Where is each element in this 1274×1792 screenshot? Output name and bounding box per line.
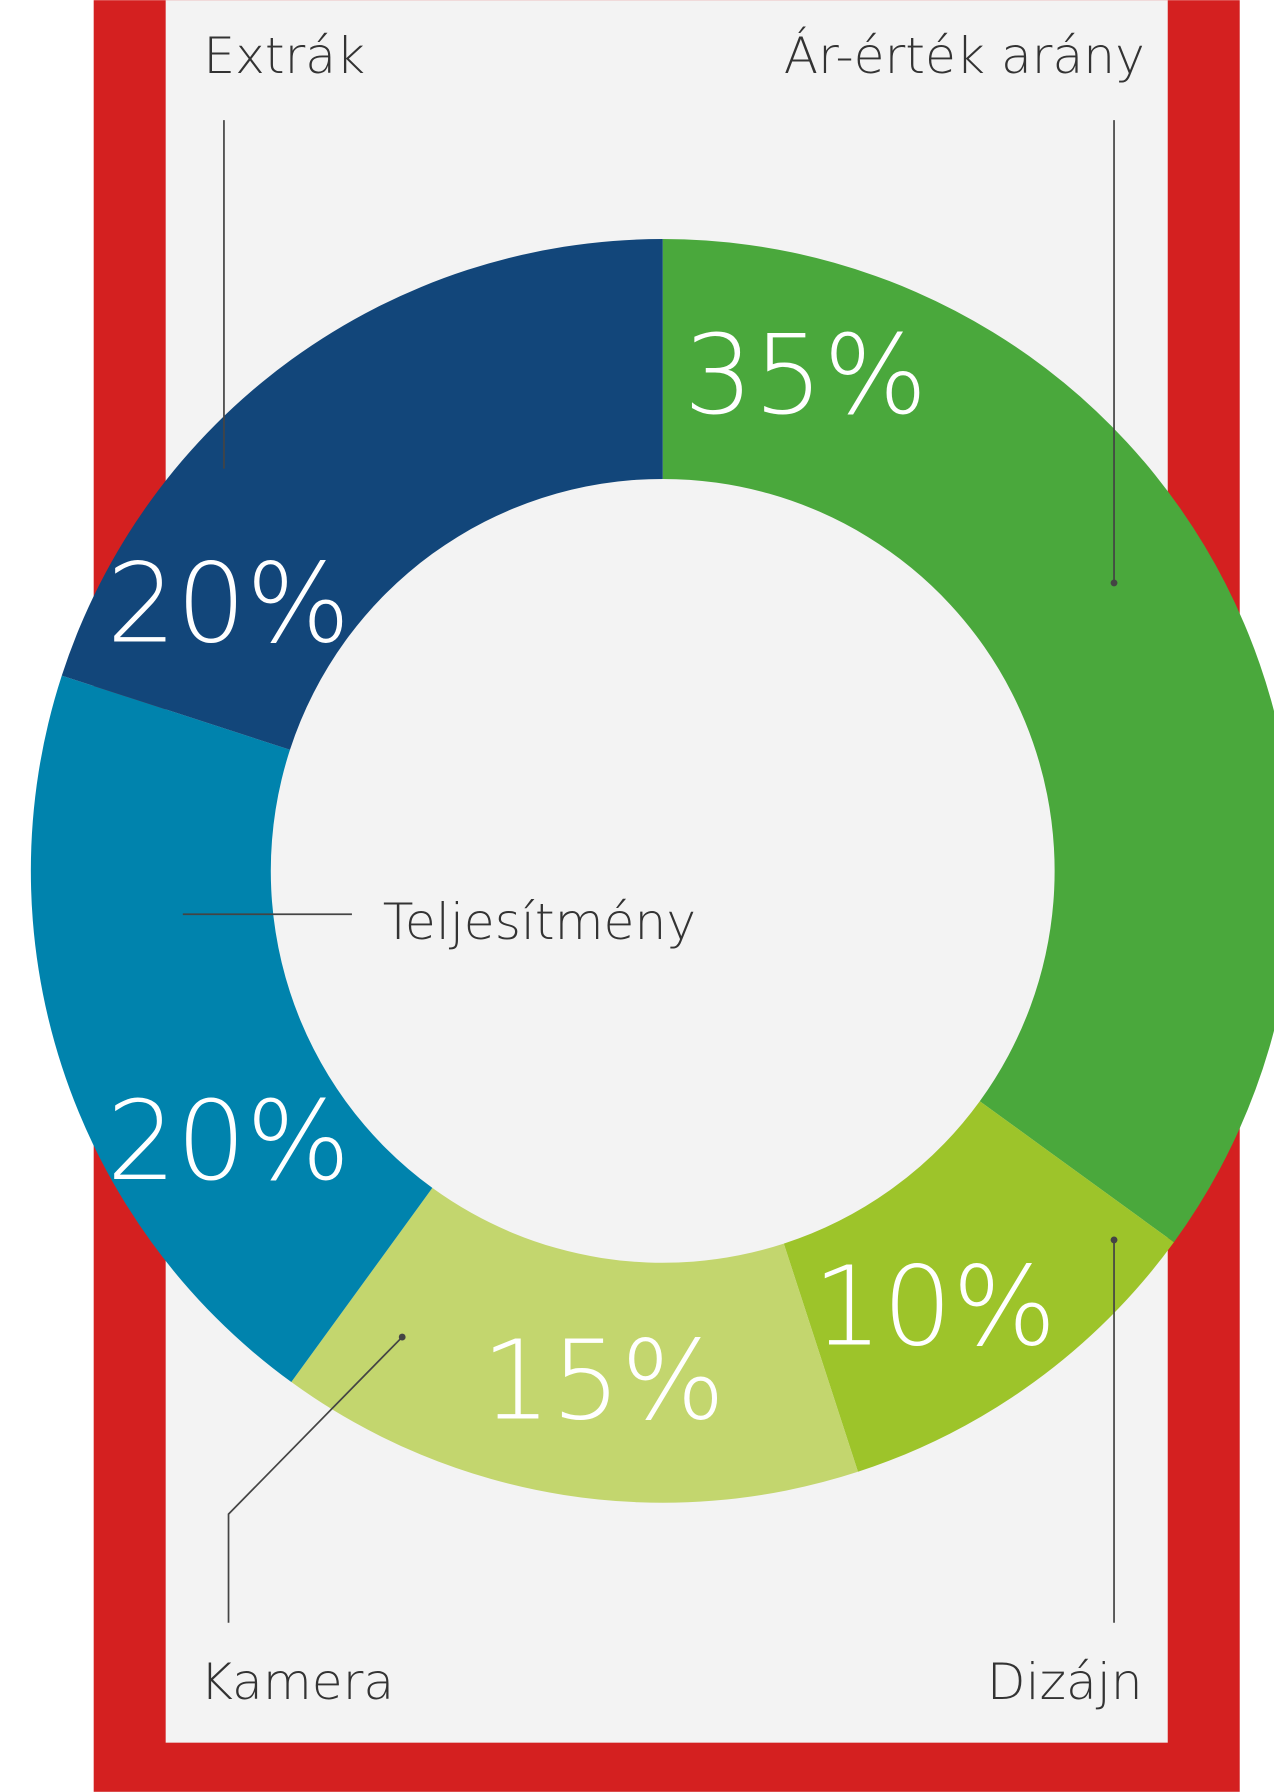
leader-line: [227, 1336, 403, 1623]
slice: [662, 239, 1274, 1243]
value-label: 10%: [813, 1242, 1057, 1370]
value-label: 20%: [107, 1077, 351, 1205]
value-label: 20%: [107, 540, 351, 668]
category-label: Extrák: [203, 26, 365, 85]
value-label: 35%: [684, 311, 928, 439]
category-label: Teljesítmény: [383, 892, 696, 951]
leader-dot: [1110, 1236, 1118, 1244]
leaders: [182, 120, 1118, 1623]
slice: [30, 675, 433, 1383]
slice: [291, 1187, 858, 1503]
slice: [783, 1101, 1174, 1472]
slice: [61, 239, 663, 750]
leader-dot: [398, 1333, 406, 1341]
slices: [30, 239, 1274, 1503]
category-label: Ár-érték arány: [784, 26, 1145, 85]
category-label: Kamera: [200, 1652, 394, 1711]
category-label: Dizájn: [987, 1652, 1143, 1711]
value-label: 15%: [481, 1317, 725, 1445]
leader-dot: [1110, 579, 1118, 587]
